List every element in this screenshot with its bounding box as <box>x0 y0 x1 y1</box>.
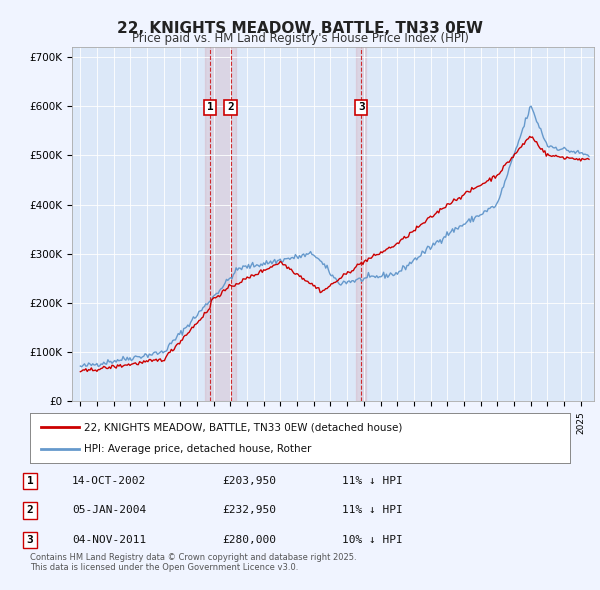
Bar <box>205 47 236 401</box>
Bar <box>356 47 366 401</box>
Text: £232,950: £232,950 <box>222 506 276 515</box>
Text: 22, KNIGHTS MEADOW, BATTLE, TN33 0EW (detached house): 22, KNIGHTS MEADOW, BATTLE, TN33 0EW (de… <box>84 422 403 432</box>
Text: 11% ↓ HPI: 11% ↓ HPI <box>342 506 403 515</box>
Text: 1: 1 <box>26 476 34 486</box>
Text: 11% ↓ HPI: 11% ↓ HPI <box>342 476 403 486</box>
Text: HPI: Average price, detached house, Rother: HPI: Average price, detached house, Roth… <box>84 444 311 454</box>
Text: 22, KNIGHTS MEADOW, BATTLE, TN33 0EW: 22, KNIGHTS MEADOW, BATTLE, TN33 0EW <box>117 21 483 35</box>
Text: 2: 2 <box>227 103 234 112</box>
Text: 3: 3 <box>358 103 365 112</box>
Text: 14-OCT-2002: 14-OCT-2002 <box>72 476 146 486</box>
Text: £280,000: £280,000 <box>222 535 276 545</box>
Text: 1: 1 <box>207 103 214 112</box>
Text: Price paid vs. HM Land Registry's House Price Index (HPI): Price paid vs. HM Land Registry's House … <box>131 32 469 45</box>
Text: 10% ↓ HPI: 10% ↓ HPI <box>342 535 403 545</box>
Text: 05-JAN-2004: 05-JAN-2004 <box>72 506 146 515</box>
Text: £203,950: £203,950 <box>222 476 276 486</box>
Text: 3: 3 <box>26 535 34 545</box>
Text: Contains HM Land Registry data © Crown copyright and database right 2025.
This d: Contains HM Land Registry data © Crown c… <box>30 553 356 572</box>
Text: 2: 2 <box>26 506 34 515</box>
Text: 04-NOV-2011: 04-NOV-2011 <box>72 535 146 545</box>
